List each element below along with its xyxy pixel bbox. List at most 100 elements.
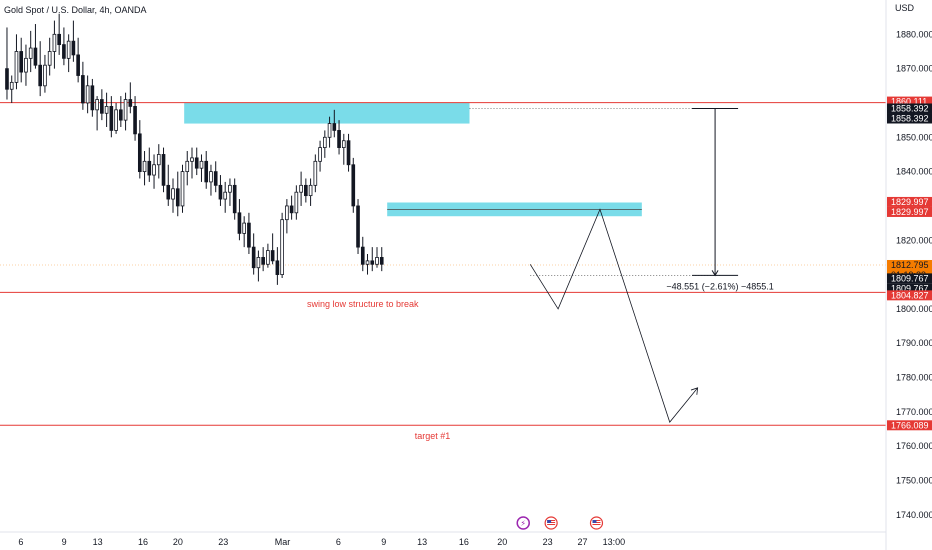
candle-body — [85, 85, 90, 104]
candle — [360, 236, 365, 272]
candle — [223, 181, 228, 213]
events-layer[interactable]: ⚡ — [516, 516, 604, 530]
candle — [266, 243, 270, 268]
candle — [156, 144, 161, 179]
candle-body — [346, 140, 351, 166]
candle — [114, 102, 118, 134]
candle-body — [95, 99, 99, 111]
candle — [66, 34, 71, 73]
candle — [256, 250, 261, 282]
time-tick-label: 6 — [18, 537, 23, 547]
candle — [304, 178, 308, 203]
price-label-bg — [887, 290, 932, 301]
candle-body — [218, 184, 223, 200]
candle-body — [209, 171, 213, 183]
candle-body — [175, 188, 180, 207]
supply-demand-zone — [184, 102, 470, 124]
projection-arrowhead — [690, 387, 699, 395]
dividend-icon[interactable]: ⚡ — [516, 516, 530, 530]
candle — [62, 27, 66, 66]
candle — [180, 164, 185, 213]
candle — [190, 147, 194, 179]
us-flag-icon[interactable] — [589, 516, 604, 530]
price-label-bg — [887, 103, 932, 114]
candle — [327, 116, 332, 148]
price-label: 1809.767 — [891, 283, 929, 293]
candle-body — [204, 160, 209, 183]
price-label-bg — [887, 273, 932, 284]
candle-body — [52, 33, 57, 52]
time-axis[interactable]: 6 9 13 16 20 23 Mar 6 9 13 16 20 23 27 13:00 — [18, 537, 625, 547]
measure-arrowhead — [711, 270, 719, 277]
time-tick-label: 16 — [459, 537, 469, 547]
price-label-bg — [887, 283, 932, 294]
candle — [175, 171, 180, 217]
candle-body — [375, 257, 379, 265]
candle-body — [341, 140, 346, 148]
candle-body — [322, 136, 327, 148]
us-flag-icon[interactable] — [544, 516, 558, 530]
candle — [104, 92, 109, 127]
candle-body — [137, 133, 142, 173]
candle-body — [356, 205, 360, 248]
candle-body — [47, 51, 52, 66]
candle — [38, 41, 43, 97]
candle — [33, 24, 38, 69]
candle — [90, 78, 95, 117]
price-label: 1860.111 — [891, 97, 927, 107]
candle — [100, 89, 104, 121]
candle-body — [266, 250, 270, 265]
candle-body — [190, 157, 194, 162]
candle-body — [152, 164, 156, 176]
candle — [19, 37, 24, 83]
candle — [218, 175, 223, 206]
candle-body — [19, 51, 24, 73]
time-tick-label: 6 — [336, 537, 341, 547]
candle — [356, 199, 360, 254]
price-label-bg — [887, 259, 932, 270]
candle-body — [237, 212, 242, 234]
price-labels-layer: 1860.1111858.3921858.3921829.9971829.997… — [887, 96, 932, 431]
flag-icon-canton — [592, 520, 597, 523]
candle — [209, 164, 213, 196]
price-label-bg — [887, 206, 932, 217]
candle-body — [76, 54, 80, 76]
price-tick-label: 1760.000 — [896, 441, 932, 451]
candle — [171, 178, 175, 213]
candle — [289, 195, 294, 220]
candle — [247, 212, 251, 254]
candle — [14, 34, 19, 90]
candle-body — [66, 40, 71, 59]
price-label: 1829.997 — [891, 197, 929, 207]
time-tick-label: 13:00 — [603, 537, 626, 547]
candle-body — [24, 57, 28, 73]
candle-body — [327, 123, 332, 138]
candle — [76, 37, 80, 83]
candle-body — [104, 106, 109, 114]
candle-body — [33, 47, 38, 66]
candle-body — [337, 130, 341, 148]
candle-body — [270, 250, 275, 262]
time-tick-label: 20 — [497, 537, 507, 547]
drawings-layer: −48.551 (−2.61%) −4855.1 — [529, 107, 774, 423]
candle — [313, 154, 318, 193]
time-tick-label: 16 — [138, 537, 148, 547]
candle — [379, 247, 384, 272]
candle-body — [114, 109, 118, 131]
candle — [147, 147, 152, 182]
candle — [199, 154, 204, 182]
candle-body — [280, 219, 284, 275]
candle-body — [171, 188, 175, 200]
candle — [152, 154, 156, 189]
candle — [270, 233, 275, 265]
projection-path — [529, 208, 698, 423]
price-tick-label: 1820.000 — [896, 235, 932, 245]
candle — [251, 233, 256, 275]
price-tick-label: 1790.000 — [896, 338, 932, 348]
candle — [9, 75, 14, 103]
candle — [204, 151, 209, 189]
candle — [228, 178, 232, 206]
price-label: 1809.767 — [891, 273, 929, 283]
candle-body — [313, 160, 318, 186]
